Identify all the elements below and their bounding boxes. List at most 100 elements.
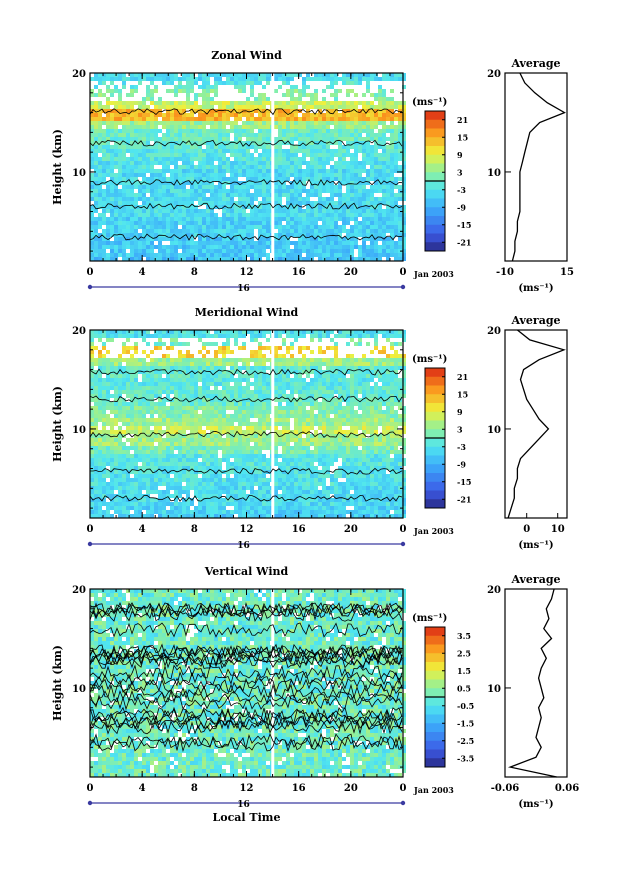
heatmap-cell	[162, 177, 166, 181]
heatmap-cell	[178, 189, 182, 193]
heatmap-cell	[158, 73, 162, 77]
heatmap-cell	[102, 414, 106, 418]
heatmap-cell	[166, 157, 170, 161]
heatmap-cell	[118, 173, 122, 177]
heatmap-cell	[238, 237, 242, 241]
heatmap-cell	[126, 253, 130, 257]
heatmap-cell	[122, 153, 126, 157]
heatmap-cell	[194, 229, 198, 233]
heatmap-cell	[182, 73, 186, 77]
heatmap-cell	[298, 225, 302, 229]
profile-y-tick-label: 10	[487, 168, 501, 179]
heatmap-cell	[334, 217, 338, 221]
heatmap-cell	[118, 189, 122, 193]
heatmap-cell	[294, 334, 298, 338]
heatmap-cell	[294, 366, 298, 370]
heatmap-cell	[254, 97, 258, 101]
heatmap-cell	[126, 109, 130, 113]
heatmap-cell	[118, 229, 122, 233]
heatmap-cell	[110, 173, 114, 177]
heatmap-cell	[110, 253, 114, 257]
heatmap-cell	[338, 406, 342, 410]
heatmap-cell	[290, 145, 294, 149]
heatmap-cell	[358, 233, 362, 237]
heatmap-cell	[238, 133, 242, 137]
heatmap-cell	[342, 378, 346, 382]
heatmap-cell	[174, 173, 178, 177]
heatmap-cell	[382, 133, 386, 137]
heatmap-cell	[386, 418, 390, 422]
heatmap-cell	[266, 209, 270, 213]
heatmap-cell	[306, 189, 310, 193]
heatmap-cell	[138, 253, 142, 257]
heatmap-cell	[334, 245, 338, 249]
profile-x-tick-label: -10	[496, 267, 514, 278]
heatmap-cell	[146, 113, 150, 117]
heatmap-cell	[214, 173, 218, 177]
heatmap-cell	[258, 97, 262, 101]
heatmap-cell	[294, 173, 298, 177]
heatmap-cell	[126, 334, 130, 338]
heatmap-cell	[382, 402, 386, 406]
heatmap-cell	[126, 185, 130, 189]
heatmap-cell	[126, 193, 130, 197]
heatmap-cell	[350, 358, 354, 362]
heatmap-cell	[250, 165, 254, 169]
heatmap-cell	[346, 390, 350, 394]
heatmap-cell	[258, 350, 262, 354]
heatmap-cell	[374, 402, 378, 406]
heatmap-cell	[134, 245, 138, 249]
heatmap-cell	[378, 374, 382, 378]
heatmap-cell	[294, 133, 298, 137]
heatmap-cell	[214, 334, 218, 338]
heatmap-cell	[262, 334, 266, 338]
heatmap-cell	[194, 378, 198, 382]
heatmap-cell	[246, 245, 250, 249]
heatmap-cell	[282, 366, 286, 370]
heatmap-cell	[310, 414, 314, 418]
heatmap-cell	[198, 217, 202, 221]
heatmap-cell	[182, 185, 186, 189]
heatmap-cell	[346, 137, 350, 141]
heatmap-cell	[90, 189, 94, 193]
heatmap-cell	[102, 386, 106, 390]
heatmap-cell	[402, 161, 406, 165]
heatmap-cell	[146, 109, 150, 113]
heatmap-cell	[102, 193, 106, 197]
heatmap-cell	[366, 378, 370, 382]
heatmap-cell	[310, 418, 314, 422]
heatmap-cell	[118, 410, 122, 414]
heatmap-cell	[178, 374, 182, 378]
heatmap-cell	[302, 257, 306, 261]
heatmap-cell	[214, 245, 218, 249]
heatmap-cell	[154, 109, 158, 113]
heatmap-cell	[214, 121, 218, 125]
heatmap-cell	[194, 374, 198, 378]
heatmap-cell	[398, 342, 402, 346]
heatmap-cell	[274, 418, 278, 422]
heatmap-cell	[342, 390, 346, 394]
heatmap-cell	[174, 109, 178, 113]
heatmap-cell	[274, 257, 278, 261]
heatmap-cell	[234, 173, 238, 177]
heatmap-cell	[274, 370, 278, 374]
heatmap-cell	[90, 149, 94, 153]
panel-title: Zonal Wind	[211, 49, 282, 62]
heatmap-cell	[198, 362, 202, 366]
heatmap-cell	[298, 93, 302, 97]
heatmap-cell	[142, 153, 146, 157]
heatmap-cell	[226, 137, 230, 141]
heatmap-cell	[162, 418, 166, 422]
heatmap-cell	[394, 257, 398, 261]
heatmap-cell	[394, 362, 398, 366]
heatmap-cell	[394, 410, 398, 414]
heatmap-cell	[302, 189, 306, 193]
heatmap-cell	[322, 398, 326, 402]
heatmap-cell	[150, 402, 154, 406]
heatmap-cell	[202, 77, 206, 81]
heatmap-cell	[266, 386, 270, 390]
heatmap-cell	[186, 137, 190, 141]
heatmap-cell	[94, 225, 98, 229]
heatmap-cell	[322, 125, 326, 129]
heatmap-cell	[154, 422, 158, 426]
